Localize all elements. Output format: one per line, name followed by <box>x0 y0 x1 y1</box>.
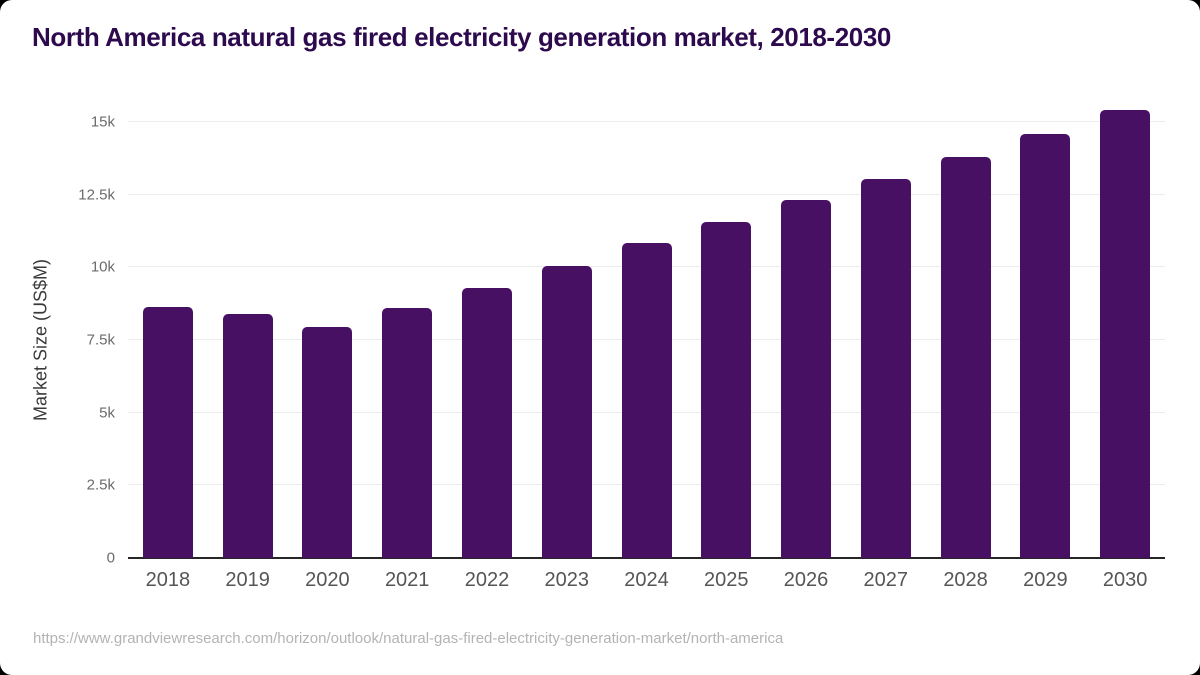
bar-2030 <box>1100 110 1151 558</box>
y-tick-label-12.5k: 12.5k <box>78 186 115 204</box>
x-axis-line <box>128 557 1165 559</box>
x-axis-label-2027: 2027 <box>863 569 909 591</box>
y-axis-ticks: 0 2.5k 5k 7.5k 10k 12.5k 15k <box>0 100 115 567</box>
gridline-15k <box>128 121 1165 122</box>
x-axis-label-2028: 2028 <box>943 569 988 591</box>
x-axis-label-2030: 2030 <box>1102 569 1148 591</box>
x-axis-labels: 2018 2019 2020 2021 2022 2023 2024 2025 2026 2027… <box>128 569 1165 595</box>
x-axis-label-2018: 2018 <box>145 569 191 591</box>
bar-2025 <box>701 222 752 558</box>
y-tick-label-7.5k: 7.5k <box>86 331 115 349</box>
y-tick-label-15k: 15k <box>90 113 115 131</box>
x-axis-label-2023: 2023 <box>544 569 589 591</box>
y-tick-label-5k: 5k <box>99 404 115 422</box>
x-axis-label-2024: 2024 <box>624 569 669 591</box>
chart-title: North America natural gas fired electric… <box>32 22 891 52</box>
x-axis-label-2021: 2021 <box>384 569 430 591</box>
y-tick-label-10k: 10k <box>90 258 115 276</box>
x-axis-label-2020: 2020 <box>305 569 350 591</box>
bar-2020 <box>302 326 353 558</box>
chart-plot <box>128 100 1165 559</box>
bar-2024 <box>621 242 672 558</box>
bar-2028 <box>940 156 991 558</box>
x-axis-label-2022: 2022 <box>464 569 510 591</box>
bar-2029 <box>1020 133 1071 558</box>
bar-2021 <box>382 308 433 558</box>
x-axis-label-2029: 2029 <box>1023 569 1068 591</box>
bar-2019 <box>222 313 273 558</box>
bar-2027 <box>860 178 911 558</box>
source-url: https://www.grandviewresearch.com/horizo… <box>33 630 784 647</box>
bar-2022 <box>461 287 512 558</box>
x-axis-label-2019: 2019 <box>225 569 270 591</box>
x-axis-label-2025: 2025 <box>704 569 749 591</box>
bar-2023 <box>541 265 592 558</box>
bar-2018 <box>142 306 193 558</box>
bar-2026 <box>781 200 832 558</box>
x-axis-label-2026: 2026 <box>783 569 829 591</box>
gridline-12.5k <box>128 193 1165 195</box>
y-tick-label-0: 0 <box>106 549 115 567</box>
y-tick-label-2.5k: 2.5k <box>86 476 115 494</box>
